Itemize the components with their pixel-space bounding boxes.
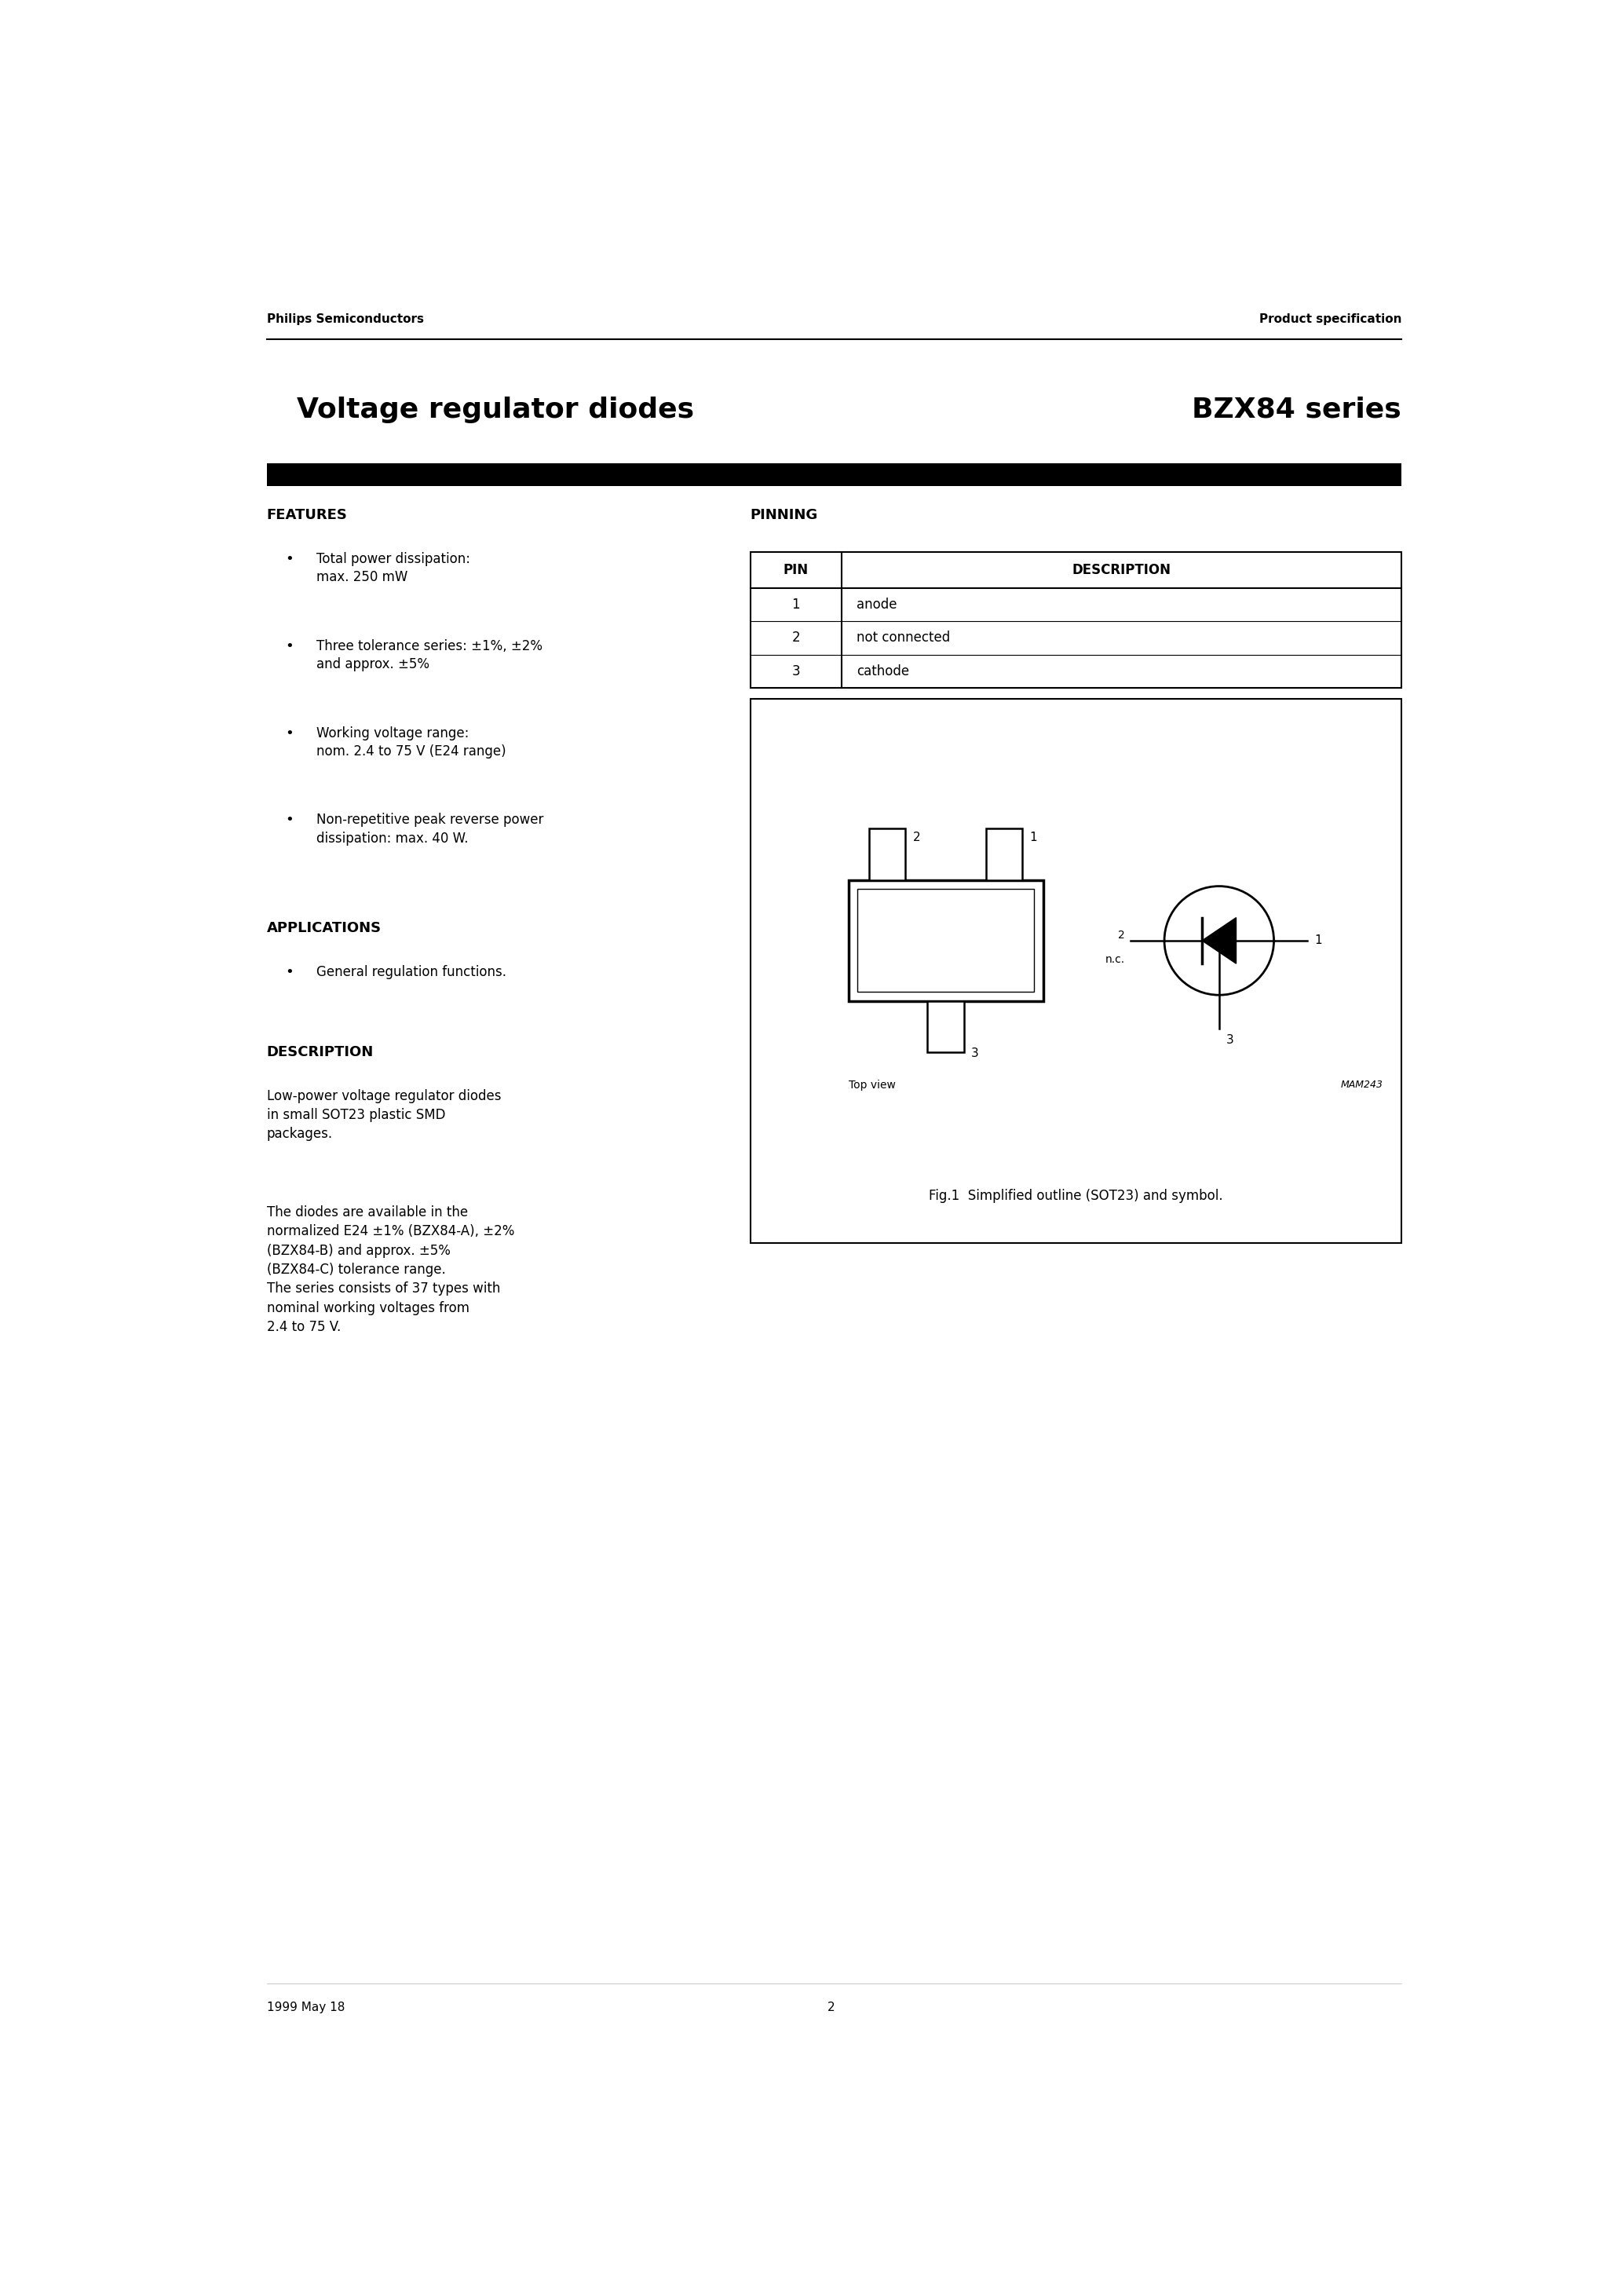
Polygon shape: [1202, 918, 1236, 964]
Text: 2: 2: [913, 831, 920, 843]
Bar: [751, 551, 1401, 689]
Text: General regulation functions.: General regulation functions.: [316, 964, 506, 978]
Text: •: •: [285, 813, 294, 827]
Text: 1: 1: [1314, 934, 1322, 946]
Text: 1999 May 18: 1999 May 18: [266, 2002, 344, 2014]
Text: DESCRIPTION: DESCRIPTION: [1072, 563, 1171, 576]
Text: FEATURES: FEATURES: [266, 507, 347, 523]
Text: 1: 1: [792, 597, 800, 611]
Bar: [266, 464, 1401, 487]
Text: Voltage regulator diodes: Voltage regulator diodes: [297, 397, 694, 422]
Text: 1: 1: [1030, 831, 1036, 843]
Text: 2: 2: [1118, 930, 1124, 941]
Text: Product specification: Product specification: [1259, 312, 1401, 324]
Text: 3: 3: [972, 1047, 978, 1058]
Text: Top view: Top view: [848, 1079, 895, 1091]
Text: cathode: cathode: [856, 664, 910, 677]
Text: Philips Semiconductors: Philips Semiconductors: [266, 312, 423, 324]
Text: Low-power voltage regulator diodes
in small SOT23 plastic SMD
packages.: Low-power voltage regulator diodes in sm…: [266, 1088, 501, 1141]
Text: n.c.: n.c.: [1105, 953, 1124, 964]
Text: 2: 2: [827, 2002, 835, 2014]
Text: not connected: not connected: [856, 631, 950, 645]
Text: DESCRIPTION: DESCRIPTION: [266, 1045, 373, 1058]
Text: Non-repetitive peak reverse power
dissipation: max. 40 W.: Non-repetitive peak reverse power dissip…: [316, 813, 543, 845]
Text: PIN: PIN: [783, 563, 809, 576]
Text: The diodes are available in the
normalized E24 ±1% (BZX84-A), ±2%
(BZX84-B) and : The diodes are available in the normaliz…: [266, 1205, 514, 1334]
Bar: [751, 698, 1401, 1242]
Text: BZX84 series: BZX84 series: [1192, 397, 1401, 422]
Text: 3: 3: [1226, 1033, 1234, 1047]
Text: •: •: [285, 551, 294, 567]
Text: 3: 3: [792, 664, 800, 677]
Text: APPLICATIONS: APPLICATIONS: [266, 921, 381, 934]
Text: MAM243: MAM243: [1341, 1079, 1384, 1091]
Bar: [928, 1001, 963, 1052]
Text: anode: anode: [856, 597, 897, 611]
Bar: [869, 829, 905, 879]
Text: •: •: [285, 638, 294, 652]
Text: 2: 2: [792, 631, 800, 645]
Text: PINNING: PINNING: [751, 507, 817, 523]
Text: Fig.1  Simplified outline (SOT23) and symbol.: Fig.1 Simplified outline (SOT23) and sym…: [929, 1189, 1223, 1203]
Bar: [848, 879, 1043, 1001]
Text: Three tolerance series: ±1%, ±2%
and approx. ±5%: Three tolerance series: ±1%, ±2% and app…: [316, 638, 543, 670]
Bar: [986, 829, 1022, 879]
Text: Working voltage range:
nom. 2.4 to 75 V (E24 range): Working voltage range: nom. 2.4 to 75 V …: [316, 726, 506, 758]
Text: •: •: [285, 726, 294, 739]
Text: •: •: [285, 964, 294, 978]
Bar: [858, 889, 1033, 992]
Text: Total power dissipation:
max. 250 mW: Total power dissipation: max. 250 mW: [316, 551, 470, 585]
